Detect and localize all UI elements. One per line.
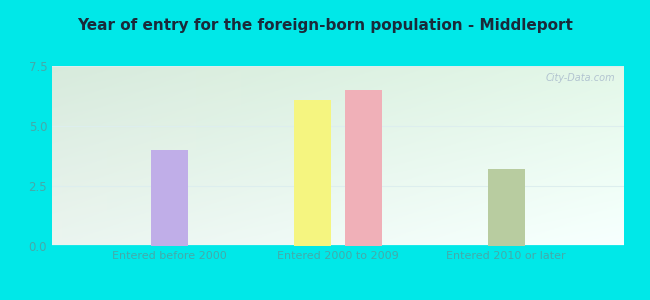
Text: City-Data.com: City-Data.com: [546, 73, 616, 83]
Bar: [488, 169, 525, 246]
Bar: [151, 150, 188, 246]
Bar: [294, 100, 332, 246]
Text: Year of entry for the foreign-born population - Middleport: Year of entry for the foreign-born popul…: [77, 18, 573, 33]
Bar: [344, 90, 382, 246]
